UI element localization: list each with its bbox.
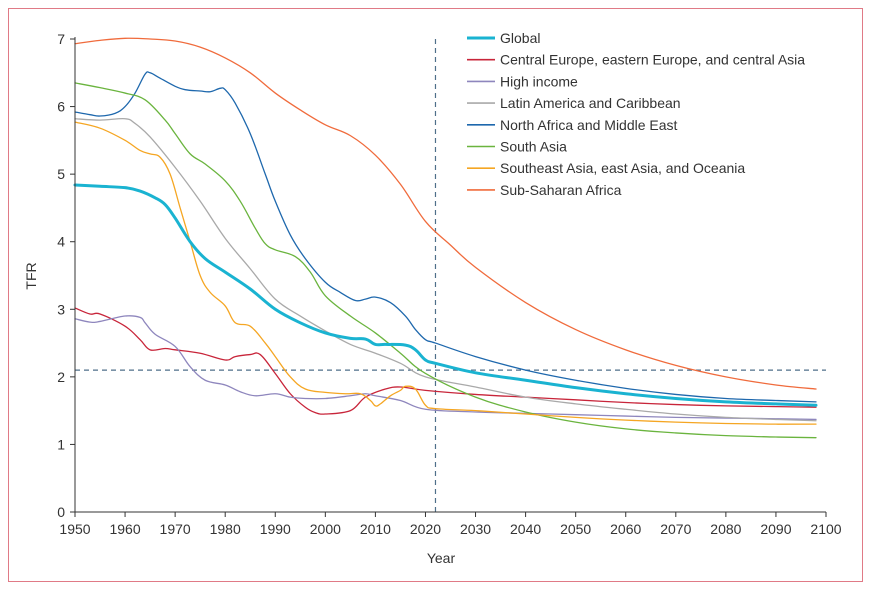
y-tick-label: 1	[57, 436, 65, 452]
legend-label-southeast-asia-east-asia-and-oceania: Southeast Asia, east Asia, and Oceania	[500, 160, 745, 176]
x-tick-label: 2040	[510, 521, 541, 537]
series-line-central-europe-eastern-europe-and-central-asia	[74, 307, 817, 415]
series-line-southeast-asia-east-asia-and-oceania	[74, 121, 817, 425]
x-tick-label: 2060	[610, 521, 641, 537]
y-tick-label: 6	[57, 99, 65, 115]
x-tick-label: 2020	[410, 521, 441, 537]
legend-label-sub-saharan-africa: Sub-Saharan Africa	[500, 182, 622, 198]
legend-label-high-income: High income	[500, 73, 578, 89]
series-line-global	[73, 183, 818, 407]
x-tick-label: 2000	[310, 521, 341, 537]
y-tick-label: 3	[57, 301, 65, 317]
series-line-south-asia	[74, 82, 817, 439]
x-tick-label: 1970	[160, 521, 191, 537]
y-tick-label: 5	[57, 166, 65, 182]
legend-label-north-africa-and-middle-east: North Africa and Middle East	[500, 117, 678, 133]
x-tick-label: 1980	[210, 521, 241, 537]
reference-lines	[75, 39, 826, 512]
legend-label-latin-america-and-caribbean: Latin America and Caribbean	[500, 95, 681, 111]
y-tick-label: 4	[57, 234, 65, 250]
y-axis-title: TFR	[23, 262, 39, 289]
y-tick-label: 0	[57, 504, 65, 520]
x-tick-label: 2090	[760, 521, 791, 537]
series-line-high-income	[74, 315, 817, 421]
y-tick-label: 7	[57, 31, 65, 47]
legend: Global Central Europe, eastern Europe, an…	[467, 30, 805, 198]
axes-layer: 1950 1960 1970 1980 1990 2000 2010 2020 2030 2040…	[57, 31, 842, 537]
x-tick-label: 2100	[810, 521, 841, 537]
x-tick-label: 1990	[260, 521, 291, 537]
x-tick-label: 1960	[109, 521, 140, 537]
x-tick-label: 1950	[59, 521, 90, 537]
x-tick-label: 2050	[560, 521, 591, 537]
legend-label-south-asia: South Asia	[500, 139, 567, 155]
series-line-north-africa-and-middle-east	[74, 71, 817, 403]
x-tick-label: 2010	[360, 521, 391, 537]
y-tick-label: 2	[57, 369, 65, 385]
x-axis-title: Year	[427, 550, 456, 566]
x-tick-label: 2070	[660, 521, 691, 537]
series-line-latin-america-and-caribbean	[74, 117, 817, 422]
x-tick-label: 2080	[710, 521, 741, 537]
series-layer	[73, 37, 818, 439]
x-tick-label: 2030	[460, 521, 491, 537]
series-line-sub-saharan-africa	[74, 37, 817, 390]
legend-label-central-europe-eastern-europe-and-central-asia: Central Europe, eastern Europe, and cent…	[500, 52, 805, 68]
legend-label-global: Global	[500, 30, 540, 46]
